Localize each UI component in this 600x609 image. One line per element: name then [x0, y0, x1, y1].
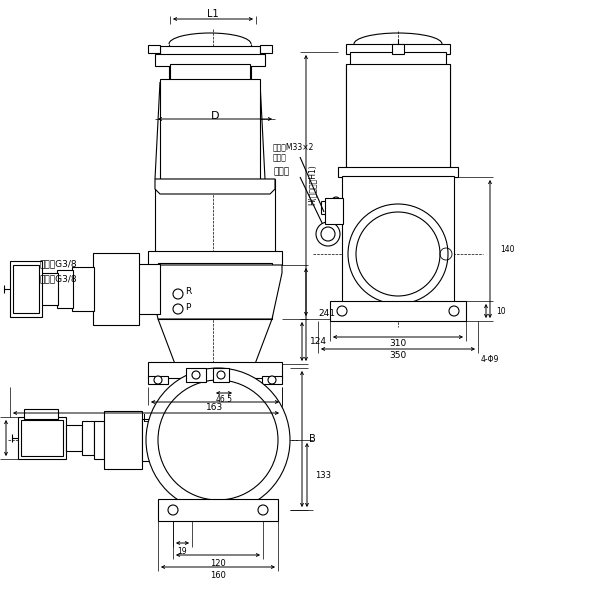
- Bar: [346, 44, 450, 54]
- Bar: [148, 45, 160, 53]
- Bar: [93, 253, 139, 325]
- Bar: [21, 420, 63, 456]
- Bar: [158, 499, 278, 521]
- Bar: [350, 52, 446, 65]
- Circle shape: [154, 376, 162, 384]
- Bar: [170, 64, 250, 82]
- Circle shape: [321, 227, 335, 241]
- Text: 133: 133: [315, 471, 331, 479]
- Text: H(盖打开时H1): H(盖打开时H1): [308, 164, 317, 205]
- Text: D: D: [211, 111, 219, 121]
- Circle shape: [146, 368, 290, 512]
- Polygon shape: [148, 265, 282, 319]
- Text: 4-Φ9: 4-Φ9: [481, 354, 499, 364]
- Text: 350: 350: [389, 351, 407, 359]
- Text: 出油口G3/8: 出油口G3/8: [40, 275, 77, 284]
- Bar: [262, 376, 282, 384]
- Circle shape: [337, 306, 347, 316]
- Bar: [138, 264, 160, 314]
- Circle shape: [258, 505, 268, 515]
- Text: P: P: [185, 303, 190, 311]
- Bar: [18, 417, 66, 459]
- Circle shape: [217, 371, 225, 379]
- Bar: [338, 167, 458, 177]
- Bar: [213, 368, 229, 382]
- Bar: [342, 176, 454, 304]
- Text: L: L: [143, 414, 149, 424]
- Text: 124: 124: [310, 337, 327, 345]
- Bar: [155, 54, 265, 66]
- Bar: [325, 198, 343, 224]
- Circle shape: [268, 376, 276, 384]
- Bar: [148, 376, 168, 384]
- Bar: [94, 421, 104, 459]
- Text: 回油口G3/8: 回油口G3/8: [40, 259, 77, 269]
- Bar: [346, 64, 450, 169]
- Text: B: B: [309, 434, 316, 444]
- Text: 加油口M33×2: 加油口M33×2: [273, 143, 314, 152]
- Text: 限压阀: 限压阀: [273, 167, 289, 177]
- Bar: [66, 425, 82, 451]
- Bar: [148, 362, 282, 378]
- Circle shape: [173, 289, 183, 299]
- Text: R: R: [185, 286, 191, 295]
- Text: L1: L1: [207, 9, 219, 19]
- Bar: [186, 368, 206, 382]
- Bar: [160, 46, 260, 56]
- Text: 46.5: 46.5: [215, 395, 233, 404]
- Bar: [72, 267, 94, 311]
- Bar: [82, 421, 94, 455]
- Bar: [330, 301, 466, 321]
- Circle shape: [348, 204, 448, 304]
- Text: 120: 120: [210, 558, 226, 568]
- Circle shape: [356, 212, 440, 296]
- Text: 160: 160: [210, 571, 226, 580]
- Bar: [10, 261, 42, 317]
- Text: 241: 241: [318, 309, 335, 319]
- Text: 19: 19: [178, 546, 187, 555]
- Bar: [104, 411, 142, 469]
- Circle shape: [316, 222, 340, 246]
- Circle shape: [449, 306, 459, 316]
- Circle shape: [332, 210, 340, 218]
- Bar: [160, 79, 260, 179]
- Bar: [142, 419, 154, 461]
- Circle shape: [173, 304, 183, 314]
- Bar: [392, 44, 404, 54]
- Text: 163: 163: [206, 403, 224, 412]
- Polygon shape: [155, 179, 275, 194]
- Circle shape: [332, 197, 340, 205]
- Bar: [24, 409, 58, 419]
- Bar: [40, 273, 58, 305]
- Bar: [260, 45, 272, 53]
- Bar: [13, 265, 39, 313]
- Circle shape: [168, 505, 178, 515]
- Text: 外螺纹: 外螺纹: [273, 153, 287, 163]
- Circle shape: [192, 371, 200, 379]
- Text: 140: 140: [500, 244, 515, 253]
- Bar: [148, 251, 282, 265]
- Text: 10: 10: [496, 306, 506, 315]
- Bar: [57, 270, 73, 308]
- Text: 310: 310: [389, 339, 407, 348]
- Circle shape: [158, 380, 278, 500]
- Bar: [158, 263, 272, 319]
